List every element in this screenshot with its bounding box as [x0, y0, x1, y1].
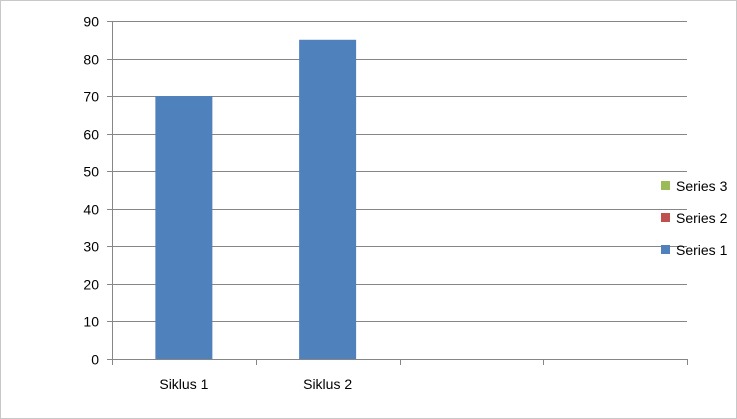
legend-label: Series 2	[676, 210, 728, 226]
y-tick-labels: 0 10 20 30 40 50 60 70 80 90	[83, 14, 99, 368]
bar	[299, 39, 357, 360]
y-tick-label: 90	[83, 14, 99, 30]
x-tick-label: Siklus 2	[303, 376, 352, 392]
y-tick-label: 60	[83, 127, 99, 143]
x-tick-labels: Siklus 1 Siklus 2	[159, 376, 352, 392]
x-tick-label: Siklus 1	[159, 376, 208, 392]
y-tick-label: 70	[83, 89, 99, 105]
y-tick-label: 80	[83, 52, 99, 68]
bar	[155, 96, 213, 359]
y-tick-label: 30	[83, 239, 99, 255]
legend: Series 3 Series 2 Series 1	[661, 178, 728, 258]
legend-swatch	[661, 213, 670, 222]
legend-swatch	[661, 245, 670, 254]
y-tick-label: 50	[83, 164, 99, 180]
y-tick-label: 40	[83, 202, 99, 218]
axes	[107, 21, 688, 365]
y-tick-label: 10	[83, 314, 99, 330]
legend-label: Series 1	[676, 242, 728, 258]
y-tick-label: 20	[83, 277, 99, 293]
legend-swatch	[661, 181, 670, 190]
y-tick-label: 0	[91, 352, 99, 368]
bars	[155, 39, 357, 360]
legend-label: Series 3	[676, 178, 728, 194]
